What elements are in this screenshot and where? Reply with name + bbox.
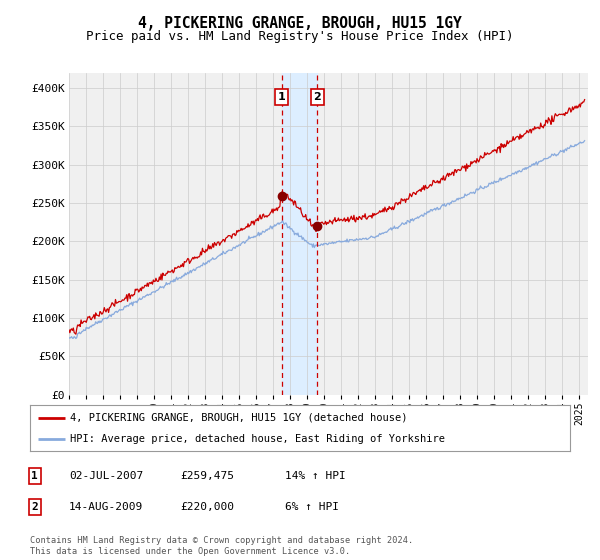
Bar [282,73,317,395]
Text: 02-JUL-2007: 02-JUL-2007 [69,471,143,481]
Text: HPI: Average price, detached house, East Riding of Yorkshire: HPI: Average price, detached house, East… [71,434,445,444]
Text: 6% ↑ HPI: 6% ↑ HPI [285,502,339,512]
Text: 14% ↑ HPI: 14% ↑ HPI [285,471,346,481]
Text: 14-AUG-2009: 14-AUG-2009 [69,502,143,512]
Text: Price paid vs. HM Land Registry's House Price Index (HPI): Price paid vs. HM Land Registry's House … [86,30,514,43]
Text: 4, PICKERING GRANGE, BROUGH, HU15 1GY: 4, PICKERING GRANGE, BROUGH, HU15 1GY [138,16,462,31]
Text: £220,000: £220,000 [180,502,234,512]
Text: 1: 1 [31,471,38,481]
Text: £259,475: £259,475 [180,471,234,481]
Text: 1: 1 [278,92,286,102]
Text: 4, PICKERING GRANGE, BROUGH, HU15 1GY (detached house): 4, PICKERING GRANGE, BROUGH, HU15 1GY (d… [71,413,408,423]
Text: 2: 2 [31,502,38,512]
Text: 2: 2 [314,92,322,102]
Text: Contains HM Land Registry data © Crown copyright and database right 2024.
This d: Contains HM Land Registry data © Crown c… [30,536,413,556]
